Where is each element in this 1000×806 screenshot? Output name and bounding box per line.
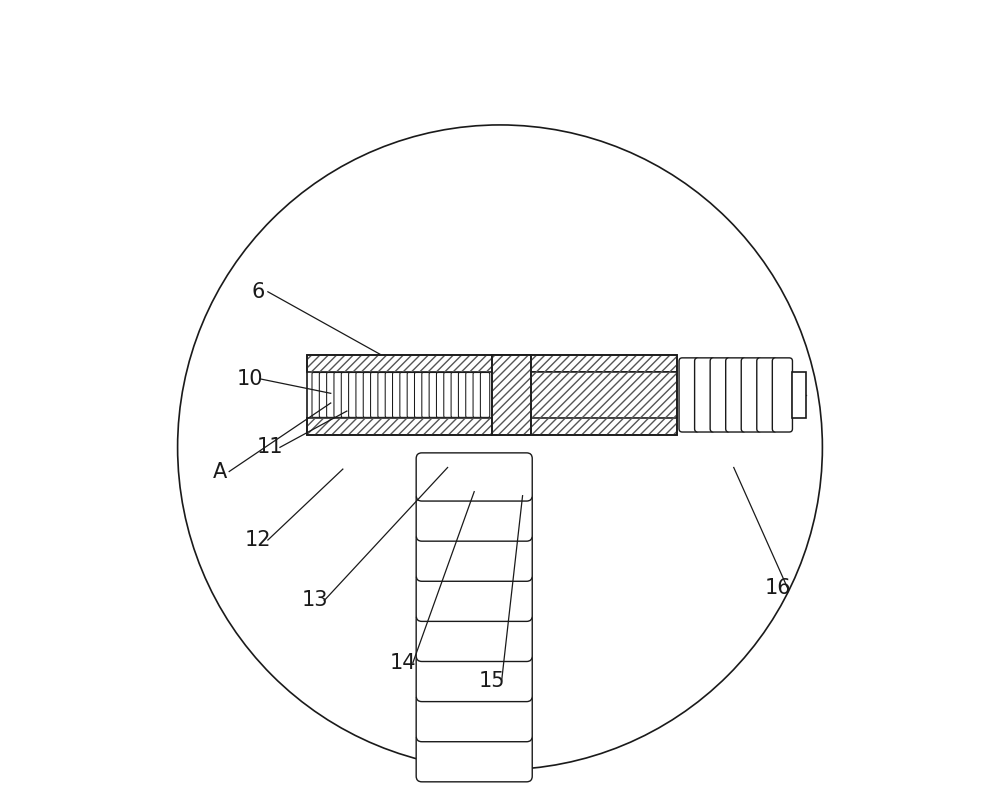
FancyBboxPatch shape [679,358,699,432]
FancyBboxPatch shape [341,372,351,418]
Text: 16: 16 [765,579,791,598]
FancyBboxPatch shape [334,372,343,418]
FancyBboxPatch shape [416,573,532,621]
FancyBboxPatch shape [436,372,446,418]
Bar [492,355,531,435]
FancyBboxPatch shape [741,358,761,432]
Bar [439,587,510,608]
Text: 11: 11 [257,438,284,457]
Bar [492,355,531,435]
FancyBboxPatch shape [371,372,380,418]
Text: 6: 6 [252,282,265,301]
Text: 14: 14 [390,653,417,672]
FancyBboxPatch shape [726,358,746,432]
FancyBboxPatch shape [312,372,321,418]
FancyBboxPatch shape [416,693,532,742]
Bar [307,355,677,435]
FancyBboxPatch shape [458,372,468,418]
FancyBboxPatch shape [451,372,460,418]
FancyBboxPatch shape [378,372,387,418]
FancyBboxPatch shape [416,533,532,581]
FancyBboxPatch shape [416,654,532,701]
FancyBboxPatch shape [416,613,532,662]
Bar [307,355,677,372]
FancyBboxPatch shape [416,453,532,501]
FancyBboxPatch shape [422,372,431,418]
FancyBboxPatch shape [327,372,336,418]
Bar [439,708,510,728]
Text: 15: 15 [479,671,505,691]
FancyBboxPatch shape [466,372,475,418]
FancyBboxPatch shape [393,372,402,418]
FancyBboxPatch shape [356,372,365,418]
Bar [439,748,510,768]
Bar [439,627,510,647]
FancyBboxPatch shape [444,372,453,418]
FancyBboxPatch shape [400,372,409,418]
FancyBboxPatch shape [772,358,792,432]
FancyBboxPatch shape [319,372,329,418]
FancyBboxPatch shape [407,372,417,418]
Text: 13: 13 [301,591,328,610]
Bar [531,372,677,418]
Bar [492,355,531,435]
Bar [792,372,806,418]
Bar [307,355,677,372]
Bar [531,372,677,418]
FancyBboxPatch shape [349,372,358,418]
FancyBboxPatch shape [429,372,438,418]
FancyBboxPatch shape [473,372,482,418]
Bar [439,667,510,688]
FancyBboxPatch shape [416,733,532,782]
Bar [307,418,677,435]
FancyBboxPatch shape [414,372,424,418]
FancyBboxPatch shape [363,372,373,418]
Bar [439,467,510,487]
Bar [307,418,677,435]
Bar [439,507,510,527]
FancyBboxPatch shape [416,493,532,541]
Text: 12: 12 [245,530,271,550]
Bar [439,547,510,567]
FancyBboxPatch shape [480,372,490,418]
Text: A: A [212,462,227,481]
Text: 10: 10 [237,369,263,388]
FancyBboxPatch shape [757,358,777,432]
FancyBboxPatch shape [695,358,715,432]
FancyBboxPatch shape [710,358,730,432]
FancyBboxPatch shape [385,372,395,418]
